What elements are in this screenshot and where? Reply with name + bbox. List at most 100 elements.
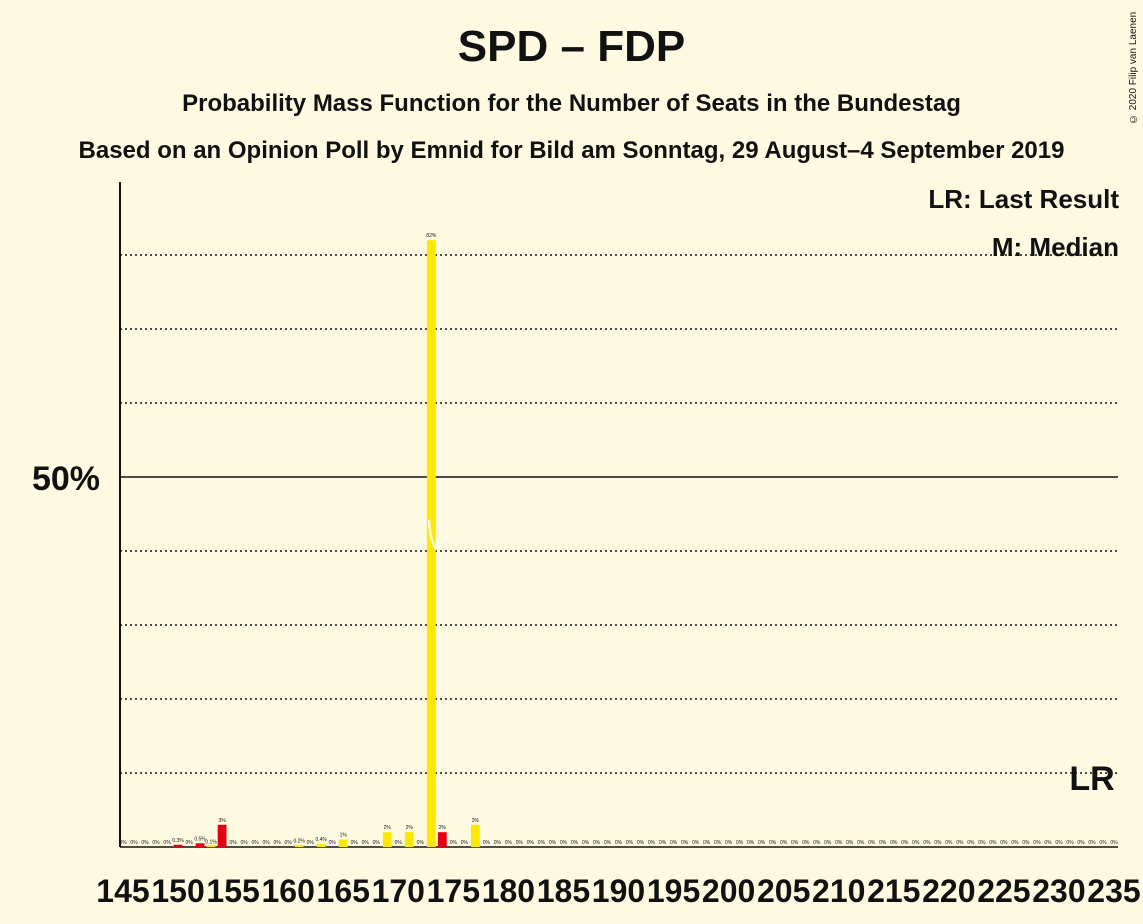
data-label: 2% <box>439 825 447 831</box>
bar <box>470 824 480 847</box>
data-label: 0% <box>714 840 722 846</box>
x-tick-label: 155 <box>206 873 259 909</box>
bar <box>404 832 414 847</box>
data-label: 0% <box>813 840 821 846</box>
x-tick-label: 230 <box>1032 873 1085 909</box>
data-label: 2% <box>384 825 392 831</box>
data-label: 0% <box>274 840 282 846</box>
data-label: 0% <box>736 840 744 846</box>
data-label: 0% <box>362 840 370 846</box>
data-label: 0% <box>857 840 865 846</box>
x-tick-label: 170 <box>372 873 425 909</box>
data-label: 0% <box>527 840 535 846</box>
x-tick-label: 210 <box>812 873 865 909</box>
data-label: 0.1% <box>205 839 217 845</box>
bar <box>316 844 326 847</box>
x-tick-label: 160 <box>261 873 314 909</box>
chart-source-line: Based on an Opinion Poll by Emnid for Bi… <box>78 137 1065 164</box>
data-label: 0% <box>681 840 689 846</box>
data-label: 0% <box>989 840 997 846</box>
data-label: 0% <box>956 840 964 846</box>
data-label: 0% <box>1000 840 1008 846</box>
data-label: 0% <box>978 840 986 846</box>
data-label: 0% <box>912 840 920 846</box>
bar <box>206 845 216 847</box>
bar <box>426 240 436 847</box>
data-label: 0% <box>395 840 403 846</box>
data-label: 0% <box>1077 840 1085 846</box>
data-label: 0% <box>307 840 315 846</box>
data-label: 0% <box>571 840 579 846</box>
data-label: 0% <box>868 840 876 846</box>
data-label: 0% <box>119 840 127 846</box>
last-result-marker: LR <box>1069 760 1114 798</box>
x-tick-label: 190 <box>592 873 645 909</box>
x-tick-label: 235 <box>1087 873 1140 909</box>
data-label: 0% <box>769 840 777 846</box>
data-label: 0% <box>846 840 854 846</box>
data-label: 0% <box>835 840 843 846</box>
data-label: 0% <box>615 840 623 846</box>
data-label: 0% <box>1044 840 1052 846</box>
chart-title: SPD – FDP <box>457 22 686 71</box>
data-label: 0% <box>703 840 711 846</box>
data-label: 0% <box>163 840 171 846</box>
data-label: 0% <box>1066 840 1074 846</box>
data-label: 0% <box>1022 840 1030 846</box>
data-label: 2% <box>406 825 414 831</box>
bar <box>382 832 392 847</box>
data-label: 0% <box>802 840 810 846</box>
data-label: 0% <box>461 840 469 846</box>
data-label: 0% <box>1033 840 1041 846</box>
data-label: 0% <box>758 840 766 846</box>
data-label: 0% <box>252 840 260 846</box>
x-tick-label: 175 <box>427 873 480 909</box>
data-label: 0% <box>373 840 381 846</box>
data-label: 0% <box>692 840 700 846</box>
data-label: 0% <box>1110 840 1118 846</box>
data-label: 0% <box>648 840 656 846</box>
data-label: 0% <box>351 840 359 846</box>
data-label: 0% <box>582 840 590 846</box>
data-label: 0% <box>417 840 425 846</box>
data-label: 0% <box>505 840 513 846</box>
data-label: 0% <box>945 840 953 846</box>
x-tick-label: 180 <box>482 873 535 909</box>
data-label: 0% <box>791 840 799 846</box>
data-label: 0% <box>670 840 678 846</box>
x-tick-label: 225 <box>977 873 1030 909</box>
data-label: 0% <box>890 840 898 846</box>
data-label: 0% <box>483 840 491 846</box>
data-label: 0% <box>185 840 193 846</box>
data-label: 0% <box>560 840 568 846</box>
data-label: 0% <box>516 840 524 846</box>
legend-last-result: LR: Last Result <box>928 184 1119 214</box>
data-label: 0% <box>229 840 237 846</box>
data-label: 0% <box>1099 840 1107 846</box>
x-tick-label: 195 <box>647 873 700 909</box>
data-label: 0% <box>901 840 909 846</box>
data-label: 0% <box>780 840 788 846</box>
data-label: 0.2% <box>293 839 305 845</box>
data-label: 0% <box>604 840 612 846</box>
data-label: 0% <box>747 840 755 846</box>
data-label: 1% <box>340 833 348 839</box>
data-label: 82% <box>426 233 437 239</box>
data-label: 0% <box>934 840 942 846</box>
data-label: 0% <box>725 840 733 846</box>
data-label: 0% <box>637 840 645 846</box>
bar <box>173 844 183 847</box>
data-label: 3% <box>472 818 480 824</box>
data-label: 0% <box>241 840 249 846</box>
data-label: 0% <box>494 840 502 846</box>
data-label: 0% <box>824 840 832 846</box>
x-tick-label: 165 <box>317 873 370 909</box>
data-label: 0% <box>626 840 634 846</box>
chart-subtitle: Probability Mass Function for the Number… <box>182 90 961 117</box>
data-label: 0% <box>593 840 601 846</box>
data-label: 0% <box>285 840 293 846</box>
data-label: 0% <box>879 840 887 846</box>
x-tick-label: 220 <box>922 873 975 909</box>
data-label: 0% <box>141 840 149 846</box>
